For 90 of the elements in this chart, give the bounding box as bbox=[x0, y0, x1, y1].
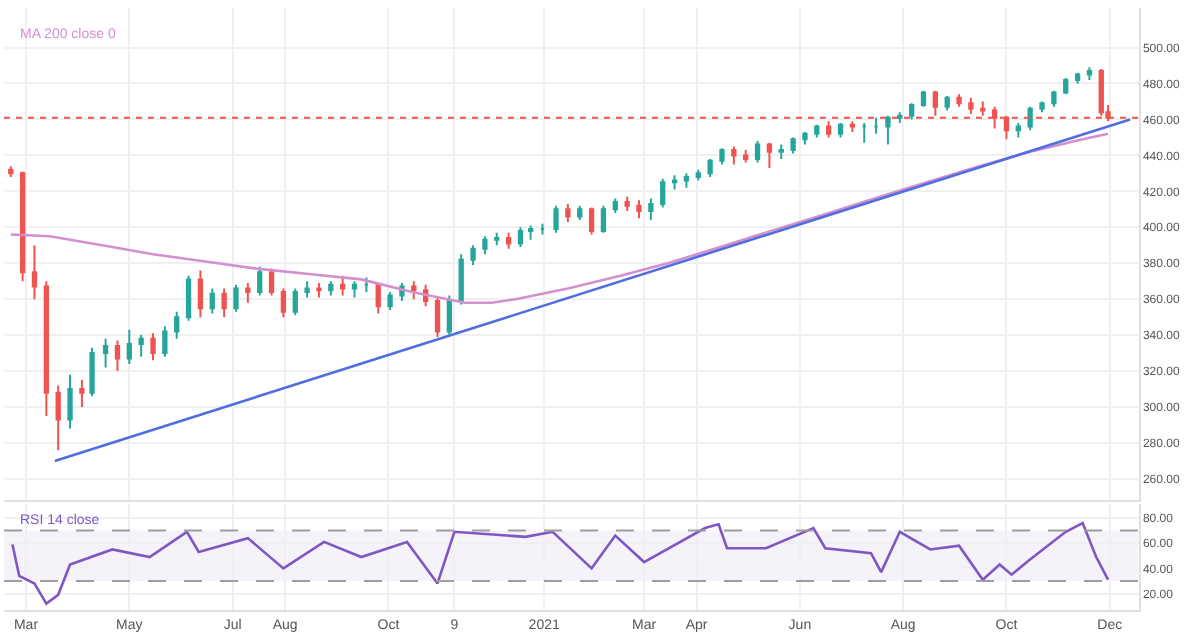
candlestick bbox=[67, 373, 73, 430]
candlestick bbox=[268, 267, 275, 297]
candlestick bbox=[340, 274, 346, 297]
candlestick bbox=[292, 287, 298, 317]
candlestick bbox=[209, 287, 215, 315]
candlestick bbox=[648, 197, 654, 222]
candlestick bbox=[494, 231, 500, 247]
candlestick bbox=[174, 310, 180, 340]
candlestick bbox=[470, 244, 476, 267]
candlestick bbox=[1015, 122, 1021, 139]
candlestick bbox=[150, 332, 156, 362]
candlestick bbox=[565, 202, 571, 223]
candlestick bbox=[55, 384, 61, 452]
candlestick bbox=[944, 95, 950, 112]
candlestick bbox=[482, 235, 488, 256]
candlestick bbox=[102, 337, 109, 369]
candlestick bbox=[636, 199, 642, 220]
candlestick bbox=[707, 157, 713, 178]
candlestick bbox=[316, 282, 322, 299]
candlestick bbox=[837, 122, 844, 139]
candlestick bbox=[588, 206, 595, 236]
candlestick bbox=[185, 274, 192, 322]
candlestick bbox=[873, 116, 879, 135]
candlestick bbox=[257, 265, 263, 297]
candlestick bbox=[517, 226, 524, 249]
candlestick bbox=[1086, 66, 1093, 81]
candlestick bbox=[387, 290, 393, 311]
candlestick bbox=[138, 334, 144, 358]
candlestick bbox=[695, 168, 701, 182]
candlestick bbox=[1074, 71, 1081, 85]
candlestick bbox=[897, 111, 903, 125]
candlestick bbox=[683, 172, 690, 189]
candlestick bbox=[754, 140, 761, 164]
candlestick bbox=[885, 114, 891, 146]
candlestick bbox=[280, 287, 287, 319]
candlestick bbox=[31, 244, 38, 301]
candlestick bbox=[1027, 105, 1033, 132]
line-series bbox=[11, 521, 1110, 605]
candlestick bbox=[719, 147, 725, 166]
candlestick bbox=[743, 149, 749, 164]
candlestick bbox=[1051, 89, 1057, 108]
candlestick bbox=[553, 204, 559, 234]
candlestick bbox=[577, 204, 583, 222]
candlestick bbox=[527, 224, 534, 241]
candlestick bbox=[861, 122, 867, 144]
candlestick bbox=[778, 143, 784, 160]
candlestick bbox=[849, 120, 856, 134]
candlestick bbox=[411, 280, 417, 301]
candlestick bbox=[8, 165, 14, 178]
candlestick bbox=[43, 280, 49, 417]
candlestick bbox=[245, 282, 251, 304]
candlestick bbox=[19, 170, 26, 283]
candlestick bbox=[446, 294, 452, 337]
candlestick bbox=[434, 296, 441, 338]
candlestick bbox=[731, 145, 737, 166]
candlestick bbox=[766, 141, 773, 169]
candlestick bbox=[79, 379, 85, 409]
candlestick bbox=[114, 339, 121, 373]
candlestick bbox=[908, 102, 915, 121]
line-series bbox=[9, 132, 1110, 305]
candlestick bbox=[802, 131, 808, 146]
candlestick bbox=[197, 269, 204, 319]
candlestick bbox=[505, 231, 512, 250]
candlestick bbox=[126, 328, 132, 365]
candlestick bbox=[1039, 100, 1045, 114]
candlestick bbox=[304, 280, 310, 299]
candlestick bbox=[162, 325, 168, 358]
candlestick bbox=[1063, 77, 1069, 96]
candlestick bbox=[932, 89, 938, 117]
candlestick bbox=[968, 96, 974, 116]
candlestick bbox=[980, 100, 986, 117]
candlestick bbox=[814, 123, 820, 139]
candlestick bbox=[233, 283, 239, 313]
candlestick bbox=[458, 253, 464, 306]
candlestick bbox=[600, 204, 607, 234]
candlestick bbox=[612, 197, 618, 214]
candlestick bbox=[660, 177, 666, 209]
candlestick bbox=[671, 174, 678, 191]
candlestick bbox=[363, 276, 370, 293]
candlestick bbox=[221, 287, 227, 319]
candlestick bbox=[920, 89, 927, 108]
candlestick bbox=[328, 280, 334, 297]
candlestick bbox=[624, 195, 630, 213]
candlestick bbox=[375, 282, 381, 315]
candlestick bbox=[790, 136, 796, 155]
candlestick bbox=[351, 280, 358, 299]
candlestick bbox=[956, 93, 962, 108]
candlestick bbox=[89, 346, 95, 398]
candlestick bbox=[539, 222, 546, 236]
candlestick bbox=[826, 120, 832, 139]
